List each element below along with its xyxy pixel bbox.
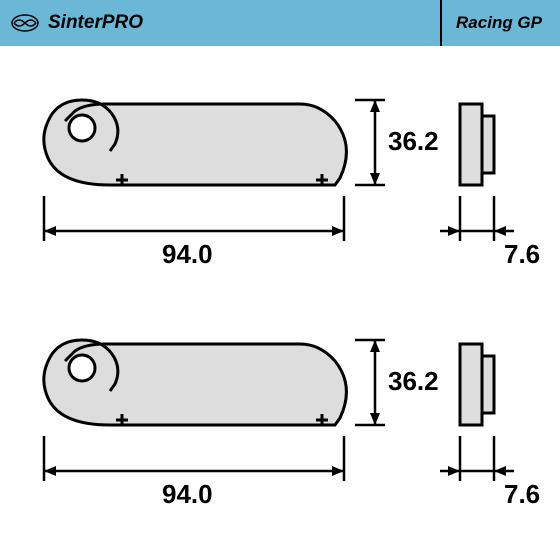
brand-name: SinterPRO xyxy=(48,12,143,34)
header-left: SinterPRO xyxy=(10,11,143,35)
width-label-2: 94.0 xyxy=(162,479,213,510)
brake-pad-drawing-1 xyxy=(0,86,560,306)
header-bar: SinterPRO Racing GP xyxy=(0,0,560,46)
width-label-1: 94.0 xyxy=(162,239,213,270)
brake-pad-group-1: 36.2 94.0 7.6 xyxy=(0,86,560,306)
brake-pad-drawing-2 xyxy=(0,326,560,546)
height-label-1: 36.2 xyxy=(388,126,439,157)
diagram-content: 36.2 94.0 7.6 36. xyxy=(0,46,560,560)
height-label-2: 36.2 xyxy=(388,366,439,397)
thickness-label-2: 7.6 xyxy=(504,479,540,510)
header-divider xyxy=(440,0,442,46)
brand-logo-icon xyxy=(10,11,40,35)
product-line: Racing GP xyxy=(456,13,550,33)
brake-pad-group-2: 36.2 94.0 7.6 xyxy=(0,326,560,546)
thickness-label-1: 7.6 xyxy=(504,239,540,270)
